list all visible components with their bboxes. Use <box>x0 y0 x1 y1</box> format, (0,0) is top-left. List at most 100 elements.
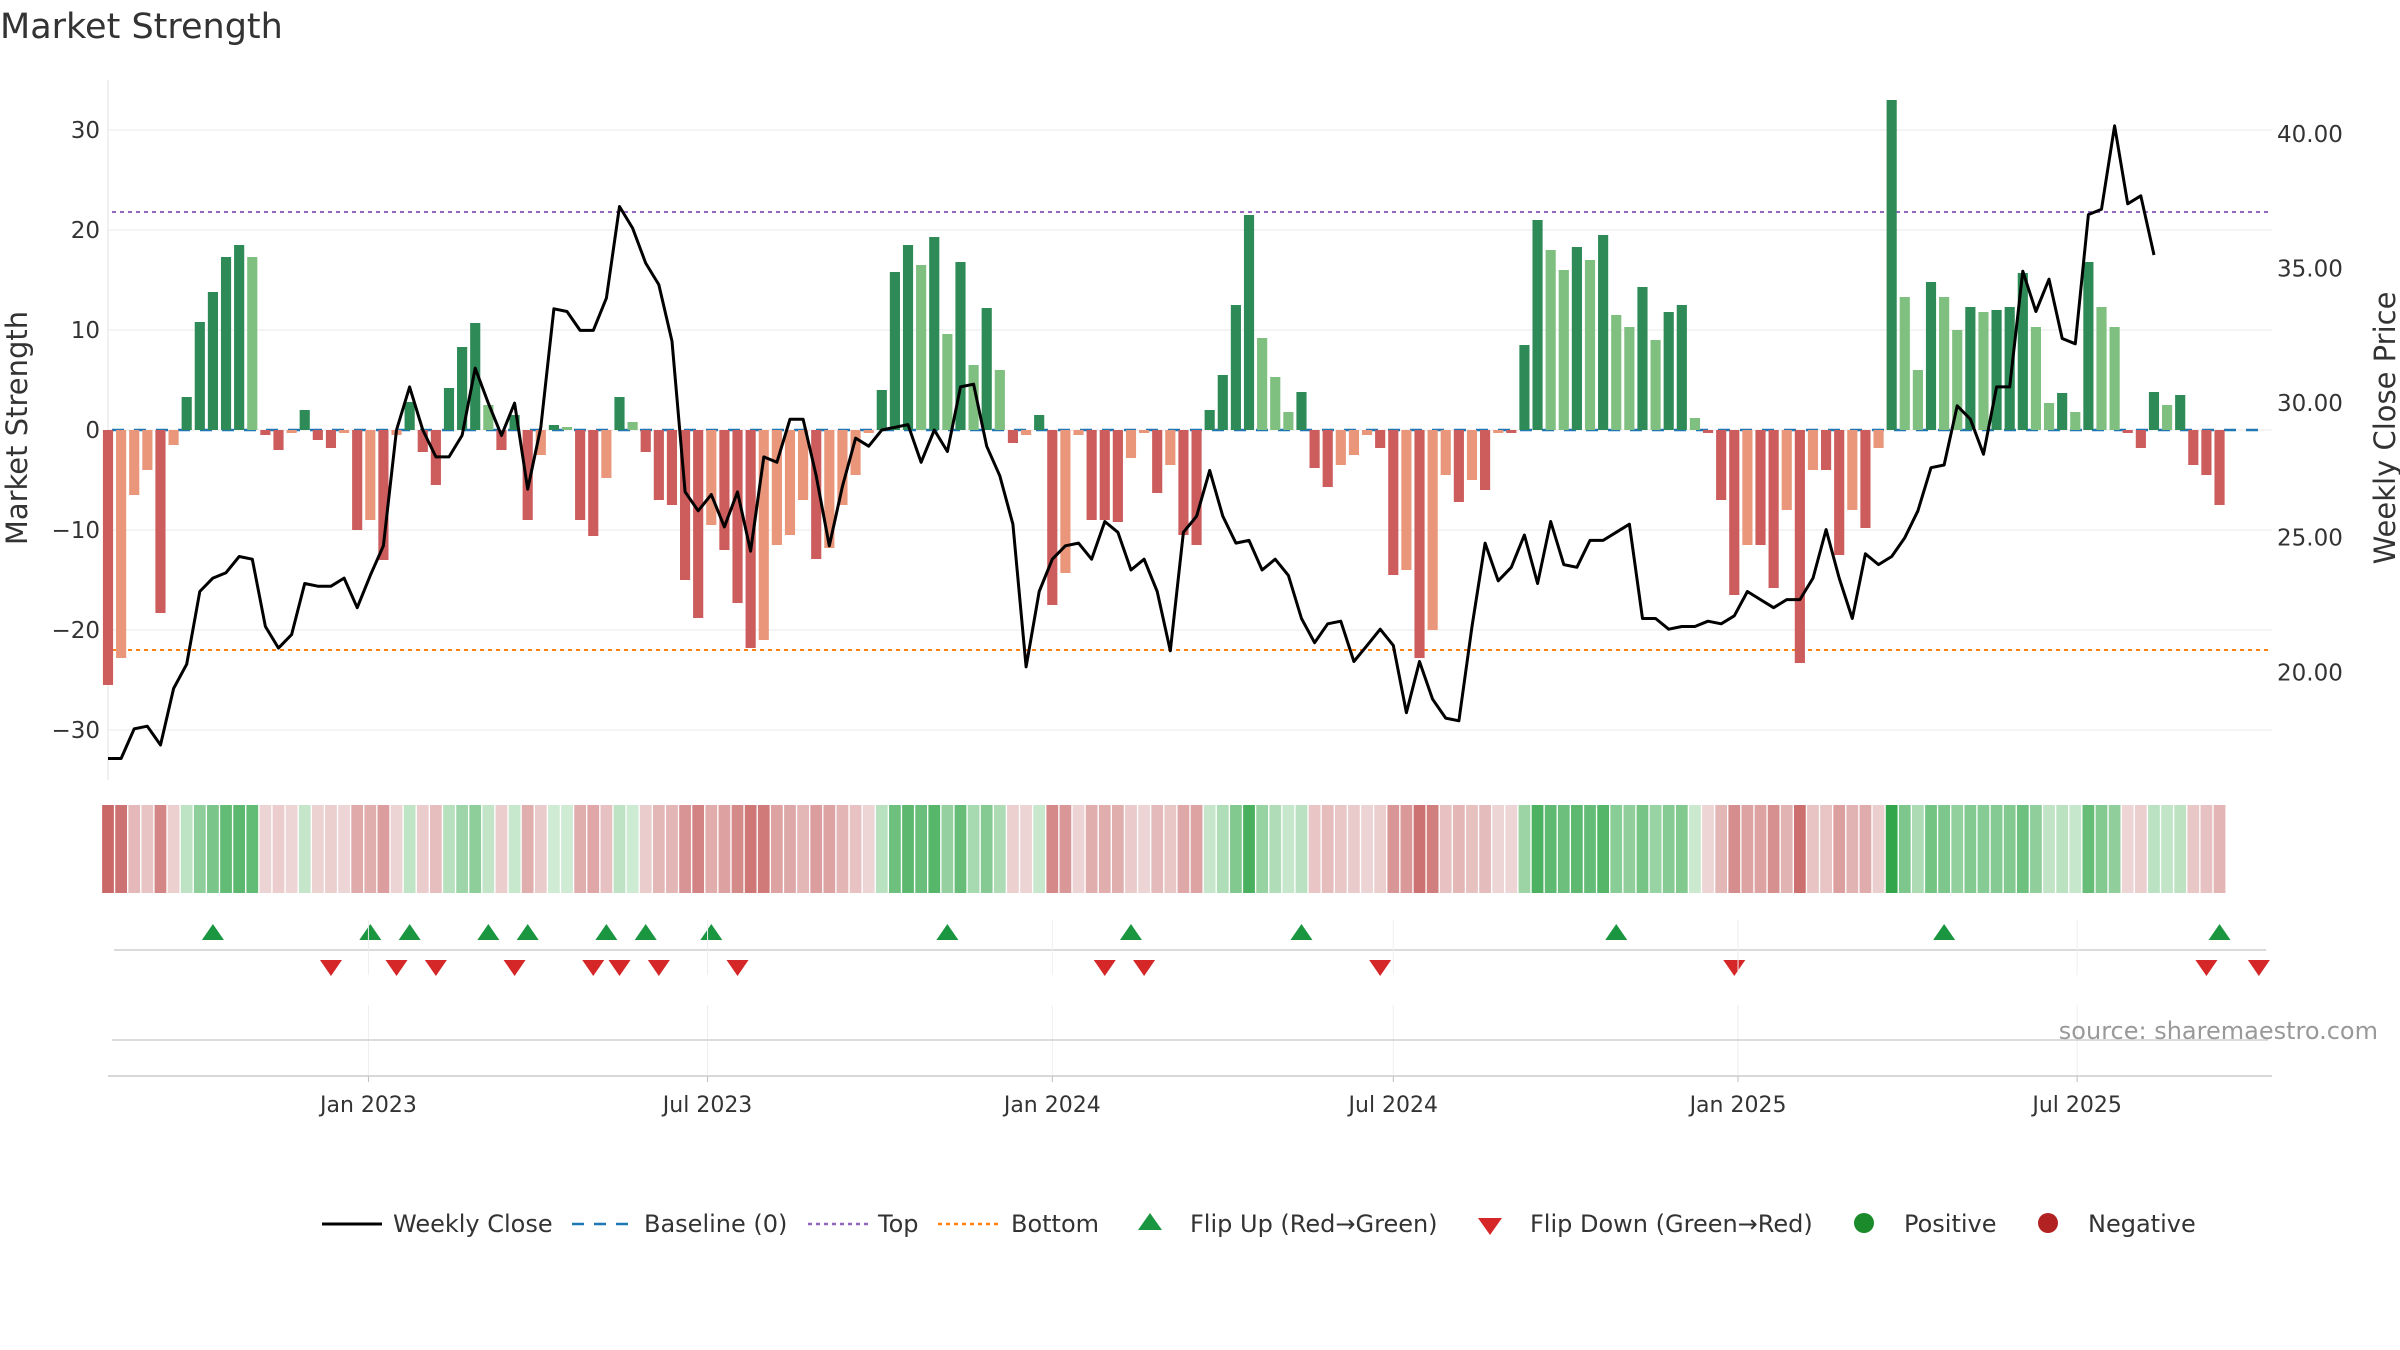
strip-cell <box>1741 805 1754 893</box>
strip-cell <box>1557 805 1570 893</box>
strip-cell <box>220 805 232 893</box>
strip-cell <box>1925 805 1937 893</box>
strip-cell <box>639 805 652 893</box>
strip-cell <box>1125 805 1137 893</box>
strip-cell <box>1400 805 1413 893</box>
strength-bar <box>1086 430 1097 520</box>
strip-cell <box>115 805 127 893</box>
strength-bar <box>299 410 310 430</box>
strip-cell <box>233 805 246 893</box>
x-tick-label: Jul 2024 <box>1347 1093 1439 1118</box>
strength-bar <box>1676 305 1687 430</box>
strip-cell <box>1977 805 1990 893</box>
strip-cell <box>285 805 298 893</box>
strip-cell <box>1334 805 1347 893</box>
strip-cell <box>1846 805 1859 893</box>
strip-cell <box>784 805 796 893</box>
strength-bar <box>798 430 809 500</box>
strip-cell <box>403 805 416 893</box>
strength-bar <box>1702 430 1714 433</box>
strength-bar <box>1440 430 1451 475</box>
y-tick-label: 10 <box>71 318 100 344</box>
strip-cell <box>364 805 377 893</box>
legend-label: Weekly Close <box>393 1210 553 1238</box>
strip-cell <box>1111 805 1124 893</box>
strip-cell <box>1702 805 1714 893</box>
strength-bar <box>1283 412 1294 430</box>
strength-bar <box>981 308 992 430</box>
strip-cell <box>1413 805 1426 893</box>
flip-up-marker <box>595 924 618 940</box>
strength-bar <box>155 430 166 613</box>
strip-cell <box>705 805 718 893</box>
strip-cell <box>613 805 626 893</box>
strip-cell <box>889 805 901 893</box>
strip-cell <box>1164 805 1177 893</box>
strength-bar <box>1388 430 1399 575</box>
strength-bar <box>522 430 533 520</box>
strip-cell <box>2108 805 2121 893</box>
strength-bar <box>1073 430 1084 435</box>
strength-bar <box>1768 430 1779 588</box>
y2-tick-label: 40.00 <box>2277 122 2343 148</box>
strength-bar <box>2057 393 2068 430</box>
flip-markers-panel <box>114 924 2270 976</box>
legend-item: Flip Down (Green→Red) <box>1478 1210 1813 1238</box>
strength-bar <box>1558 270 1569 430</box>
strength-bar <box>1270 377 1281 430</box>
strength-bar <box>509 415 520 430</box>
strength-bar <box>1689 418 1701 430</box>
strip-cell <box>416 805 429 893</box>
strip-cell <box>1374 805 1387 893</box>
strength-bar <box>1230 305 1241 430</box>
strength-bar <box>1978 312 1989 430</box>
strip-cell <box>443 805 455 893</box>
strength-bar <box>417 430 428 452</box>
legend-label: Negative <box>2088 1210 2196 1238</box>
strength-bar <box>1191 430 1202 545</box>
strength-bar <box>181 397 192 430</box>
strength-bar <box>929 237 940 430</box>
strip-cell <box>626 805 639 893</box>
strip-cell <box>1649 805 1662 893</box>
strength-bar <box>1257 338 1268 430</box>
strip-cell <box>1479 805 1491 893</box>
strength-bar <box>194 322 205 430</box>
strip-cell <box>259 805 272 893</box>
legend-label: Baseline (0) <box>644 1210 787 1238</box>
flip-down-marker <box>1133 960 1156 976</box>
strength-bar <box>443 388 455 430</box>
strength-bar <box>640 430 651 452</box>
y-tick-label: −30 <box>51 718 100 744</box>
strip-cell <box>1689 805 1701 893</box>
chart-title: Market Strength <box>0 7 283 47</box>
strength-bar <box>2030 327 2042 430</box>
y2-tick-label: 25.00 <box>2277 526 2343 552</box>
strength-bar <box>1939 297 1950 430</box>
legend-swatch-dot <box>1854 1213 1874 1233</box>
strength-bar <box>1139 430 1150 433</box>
x-tick-label: Jul 2023 <box>661 1093 753 1118</box>
strip-cell <box>1085 805 1098 893</box>
strength-bar <box>129 430 140 495</box>
strength-bar <box>2214 430 2225 505</box>
strip-cell <box>430 805 442 893</box>
flip-down-marker <box>2195 960 2218 976</box>
strip-cell <box>469 805 482 893</box>
strength-bar <box>1152 430 1163 493</box>
flip-down-marker <box>319 960 342 976</box>
strength-bar <box>260 430 271 435</box>
strip-cell <box>915 805 928 893</box>
strength-bar <box>1480 430 1491 490</box>
strip-cell <box>561 805 573 893</box>
strip-cell <box>1007 805 1019 893</box>
strip-cell <box>1518 805 1531 893</box>
strength-bar <box>732 430 743 603</box>
flip-down-marker <box>1369 960 1392 976</box>
strip-cell <box>1754 805 1767 893</box>
strength-bar <box>745 430 756 648</box>
legend-swatch-triangle-up <box>1138 1213 1162 1230</box>
flip-up-marker <box>201 924 224 940</box>
chart-legend: Weekly Close Baseline (0) Top Bottom Flip Up… <box>322 1210 2196 1238</box>
strength-bar <box>955 262 966 430</box>
